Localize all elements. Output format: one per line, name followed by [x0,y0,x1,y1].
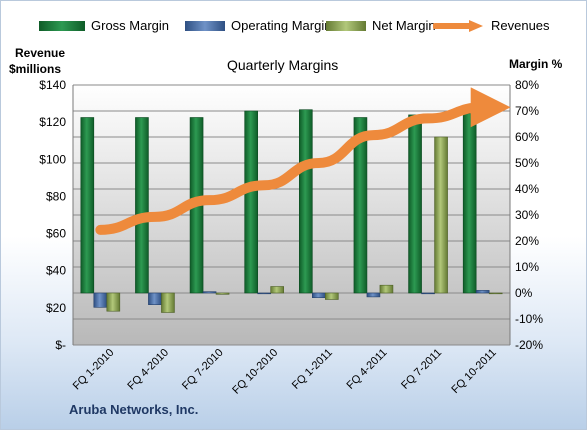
right-tick-label: 50% [515,156,539,170]
net-margin-bar [270,286,284,294]
legend-net-margin: Net Margin [326,18,436,33]
left-tick-label: $20 [46,301,66,315]
gross-margin-bar [299,109,313,294]
operating-margin-bar [148,292,162,305]
net-margin-bar [488,292,503,295]
operating-margin-bar [475,290,490,294]
legend-revenues-arrow-icon [432,20,483,32]
category-label: FQ 4-2011 [344,347,389,392]
left-tick-label: $100 [39,152,66,166]
legend-revenues: Revenues [432,18,550,33]
right-tick-label: 30% [515,208,539,222]
left-axis-label-line1: Revenue [15,46,66,60]
gross-margin-bar [80,117,95,294]
operating-margin-bar [93,292,108,308]
net-margin-bar [434,136,448,294]
right-tick-label: -10% [515,312,543,326]
net-margin-bar [215,292,230,295]
net-margin-bar [106,292,121,312]
left-tick-label: $80 [46,189,66,203]
legend-gross-swatch [39,21,85,31]
left-axis-label-line2: $millions [9,62,62,76]
category-label: FQ 10-2011 [449,347,498,396]
right-tick-label: 20% [515,234,539,248]
legend-operating-margin: Operating Margin [185,18,331,33]
operating-margin-bar [202,291,217,294]
category-label: FQ 1-2011 [290,347,335,392]
net-margin-bar [379,284,394,294]
right-tick-label: 0% [515,286,533,300]
operating-margin-bar [366,292,381,298]
operating-margin-bar [312,292,326,298]
operating-margin-bar [421,292,435,295]
right-tick-label: 10% [515,260,539,274]
right-tick-label: 40% [515,182,539,196]
right-axis-label: Margin % [509,57,563,71]
legend-net-label: Net Margin [372,18,436,33]
revenues-line [95,87,511,235]
legend-operating-swatch [185,21,225,31]
legend-gross-label: Gross Margin [91,18,170,33]
legend-net-swatch [326,21,366,31]
left-tick-label: $140 [39,78,66,92]
legend-gross-margin: Gross Margin [39,18,169,33]
category-label: FQ 7-2010 [180,347,226,393]
gross-margin-bar [353,117,368,294]
legend-revenues-label: Revenues [491,18,550,33]
right-tick-label: -20% [515,338,543,352]
right-tick-label: 70% [515,104,539,118]
category-label: FQ 10-2010 [230,347,280,397]
left-tick-label: $- [55,338,66,352]
gross-margin-bar [244,110,258,294]
right-tick-label: 80% [515,78,539,92]
gross-margin-bar [135,117,149,294]
gross-margin-bar [408,114,422,294]
legend-operating-label: Operating Margin [231,18,332,33]
right-tick-label: 60% [515,130,539,144]
operating-margin-bar [257,292,271,295]
company-name: Aruba Networks, Inc. [69,402,199,417]
left-tick-label: $40 [46,264,66,278]
gross-margin-bar [462,113,477,294]
net-margin-bar [325,292,339,300]
chart-title: Quarterly Margins [227,57,339,73]
category-label: FQ 1-2010 [71,347,117,393]
category-label: FQ 7-2011 [399,347,444,392]
left-tick-label: $60 [46,227,66,241]
category-label: FQ 4-2010 [125,347,171,393]
left-tick-label: $120 [39,115,66,129]
net-margin-bar [161,292,175,313]
